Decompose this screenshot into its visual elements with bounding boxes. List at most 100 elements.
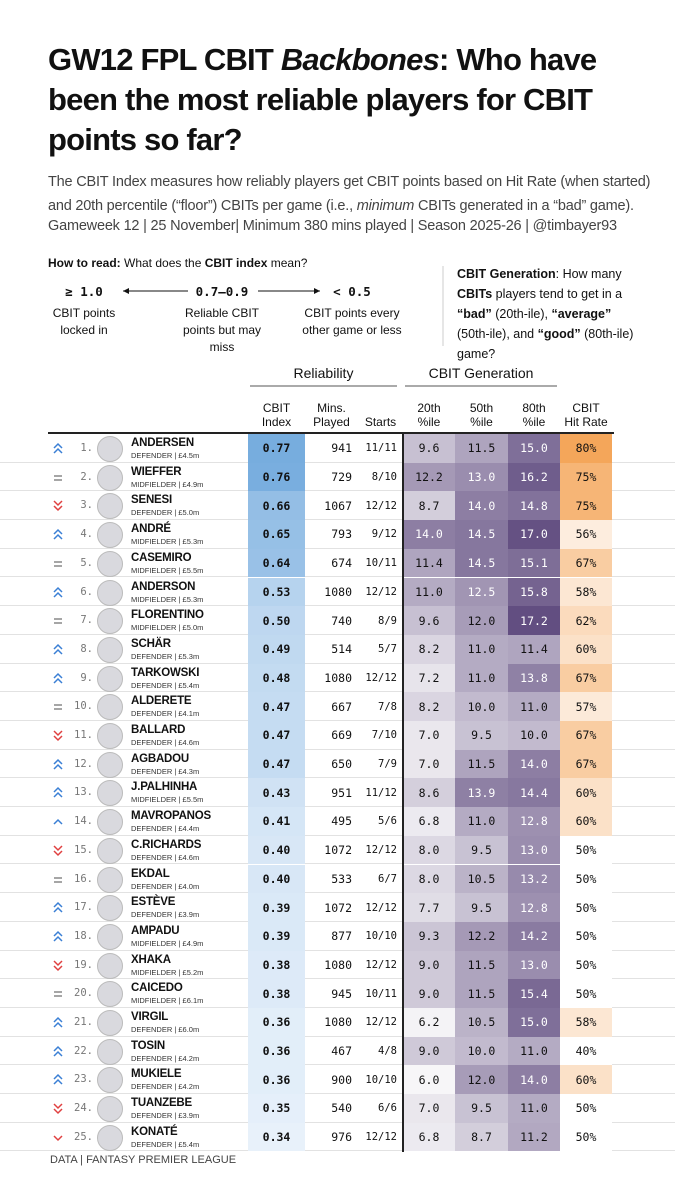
- rank: 20.: [74, 987, 93, 1000]
- cell-p20: 8.7: [403, 491, 455, 521]
- header-rule: [48, 432, 614, 434]
- player-photo: [97, 665, 123, 692]
- scale-value: ≥ 1.0: [65, 284, 103, 299]
- cell-index: 0.35: [248, 1094, 305, 1123]
- cell-starts: 6/6: [378, 1102, 397, 1115]
- trend-icon: [53, 672, 63, 684]
- player-photo: [97, 952, 123, 979]
- player-name: C.RICHARDS: [131, 838, 202, 851]
- cell-index: 0.34: [248, 1122, 305, 1152]
- rank: 1.: [80, 442, 93, 454]
- cell-hit_rate: 60%: [560, 634, 612, 664]
- player-photo: [97, 837, 123, 864]
- cell-p20: 8.6: [403, 778, 455, 808]
- cell-index: 0.48: [248, 663, 305, 693]
- cell-p80: 15.4: [508, 979, 560, 1008]
- rank: 9.: [80, 671, 93, 684]
- rank: 8.: [80, 642, 93, 655]
- cell-p80: 15.8: [508, 577, 560, 607]
- table-row: 12. AGBADOU DEFENDER | £4.3m 0.47 650 7/9 7.0 1…: [0, 749, 675, 779]
- rank: 23.: [74, 1073, 93, 1086]
- player-name: XHAKA: [131, 953, 171, 966]
- subtitle: The CBIT Index measures how reliably pla…: [48, 170, 658, 218]
- text-part: CBIT Generation: [457, 267, 556, 281]
- rank: 22.: [74, 1044, 93, 1057]
- player-info: DEFENDER | £4.6m: [131, 852, 200, 862]
- cell-p80: 11.2: [508, 1122, 560, 1152]
- trend-shape: [53, 586, 63, 598]
- trend-icon: [53, 529, 63, 540]
- player-name: ANDERSEN: [131, 437, 194, 449]
- trend-shape: [53, 960, 63, 971]
- cell-starts: 7/8: [378, 700, 397, 713]
- column-header-line: Mins.: [317, 401, 346, 415]
- table-row: 16. EKDAL DEFENDER | £4.0m 0.40 533 6/7 8.0 10.…: [0, 864, 675, 894]
- trend-shape: [53, 845, 63, 856]
- cell-hit_rate: 50%: [560, 1094, 612, 1123]
- cell-p50: 11.5: [455, 434, 508, 463]
- player-name: KONATÉ: [131, 1125, 178, 1138]
- trend-icon: [53, 586, 63, 598]
- cell-p50: 11.5: [455, 749, 508, 779]
- rank: 16.: [74, 872, 93, 885]
- table-row: 23. MUKIELE DEFENDER | £4.2m 0.36 900 10/10 6.…: [0, 1065, 675, 1095]
- cell-mins: 1080: [324, 584, 352, 599]
- cell-mins: 941: [331, 441, 352, 456]
- cell-mins: 667: [331, 699, 352, 714]
- cell-hit_rate: 62%: [560, 606, 612, 635]
- cell-p50: 9.5: [455, 893, 508, 922]
- cell-starts: 9/12: [371, 528, 397, 541]
- player-info: DEFENDER | £4.6m: [131, 738, 200, 747]
- table-row: 5. CASEMIRO MIDFIELDER | £5.5m 0.64 674 10/11…: [0, 548, 675, 578]
- player-photo: [97, 923, 123, 950]
- rank: 3.: [80, 499, 93, 512]
- cell-starts: 12/12: [365, 844, 397, 857]
- cell-p80: 17.0: [508, 520, 560, 549]
- player-photo: [97, 493, 123, 520]
- table-row: 17. ESTÈVE DEFENDER | £3.9m 0.39 1072 12/12 7.…: [0, 893, 675, 922]
- cell-p50: 14.5: [455, 548, 508, 578]
- cell-index: 0.76: [248, 462, 305, 492]
- table-row: 14. MAVROPANOS DEFENDER | £4.4m 0.41 495 5/6 6…: [0, 807, 675, 836]
- table-row: 11. BALLARD DEFENDER | £4.6m 0.47 669 7/10 7.0…: [0, 721, 675, 750]
- table-row: 22. TOSIN DEFENDER | £4.2m 0.36 467 4/8 9.0 10.…: [0, 1036, 675, 1066]
- scale-value: 0.7–0.9: [195, 284, 249, 299]
- cell-index: 0.66: [248, 491, 305, 521]
- cell-starts: 5/6: [378, 815, 397, 828]
- cell-index: 0.40: [248, 864, 305, 894]
- cell-p80: 15.0: [508, 1008, 560, 1037]
- cell-starts: 12/12: [365, 585, 397, 598]
- player-info: DEFENDER | £5.4m: [131, 1139, 200, 1149]
- meta: Gameweek 12 | 25 November| Minimum 380 m…: [48, 218, 617, 234]
- cell-starts: 12/12: [365, 499, 397, 512]
- footer: DATA | FANTASY PREMIER LEAGUE: [50, 1154, 237, 1166]
- trend-shape: [54, 704, 62, 711]
- player-info: DEFENDER | £5.0m: [131, 508, 200, 518]
- cell-p20: 11.0: [403, 577, 455, 607]
- rank: 25.: [74, 1130, 93, 1143]
- cell-index: 0.43: [248, 778, 305, 808]
- column-header: CBIT Index: [248, 401, 305, 429]
- cell-p20: 7.7: [403, 893, 455, 922]
- column-header: Starts: [358, 415, 403, 429]
- cell-mins: 1067: [324, 498, 352, 513]
- rank: 15.: [74, 843, 93, 856]
- cell-index: 0.38: [248, 950, 305, 980]
- player-photo: [97, 464, 123, 491]
- player-name: TOSIN: [131, 1039, 165, 1052]
- table-row: 6. ANDERSON MIDFIELDER | £5.3m 0.53 1080 12/1…: [0, 577, 675, 607]
- trend-icon: [53, 819, 63, 825]
- cell-p50: 12.2: [455, 921, 508, 951]
- text-part: GW12 FPL CBIT: [48, 42, 281, 77]
- cell-hit_rate: 67%: [560, 663, 612, 693]
- cell-p50: 10.5: [455, 1008, 508, 1037]
- player-name: BALLARD: [131, 724, 186, 736]
- cell-p80: 13.8: [508, 663, 560, 693]
- column-header: 80th %ile: [508, 401, 560, 429]
- player-name: ESTÈVE: [131, 896, 176, 909]
- trend-shape: [53, 1103, 63, 1115]
- cell-p20: 9.0: [403, 950, 455, 980]
- text-part: “bad”: [457, 307, 492, 321]
- column-header-line: %ile: [470, 415, 493, 429]
